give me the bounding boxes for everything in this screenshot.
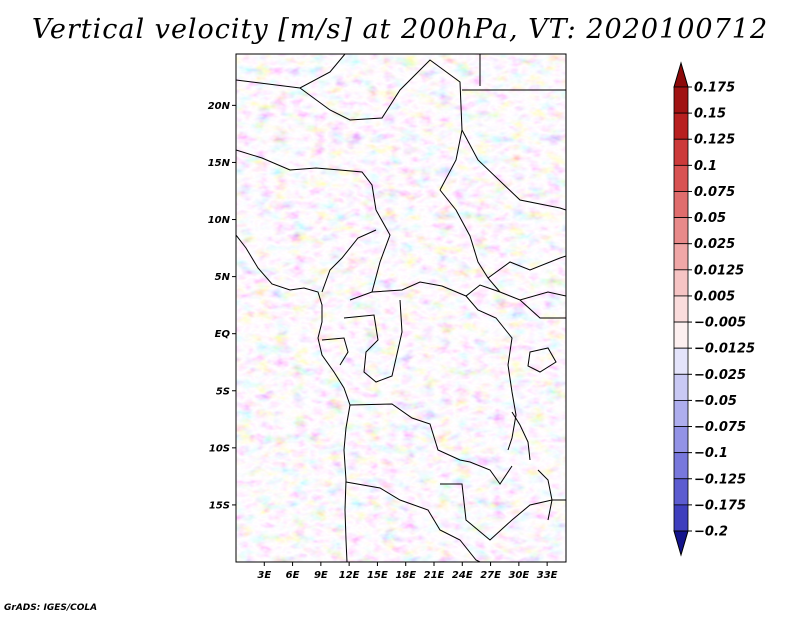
border-east-1: [461, 129, 566, 211]
colorbar-segment: [673, 373, 689, 401]
colorbar-segment: [673, 269, 689, 297]
lon-tick-label: 6E: [286, 570, 300, 581]
colorbar-segment: [673, 164, 689, 192]
colorbar-label: −0.075: [694, 420, 746, 435]
colorbar-segment: [673, 243, 689, 271]
colorbar-segment: [673, 504, 689, 532]
lon-tick-label: 33E: [537, 570, 558, 581]
lon-tick-label: 21E: [424, 570, 445, 581]
colorbar-top-arrow: [673, 61, 689, 88]
colorbar-label: −0.05: [694, 394, 737, 409]
border-car: [371, 281, 566, 301]
colorbar-label: 0.075: [694, 185, 735, 200]
colorbar-label: −0.1: [694, 446, 728, 461]
lat-tick-label: EQ: [215, 329, 231, 340]
lon-tick-label: 27E: [480, 570, 501, 581]
colorbar: 0.175 0.15 0.125 0.1 0.075 0.05 0.025 0.0125 0.0…: [673, 61, 755, 557]
colorbar-label: −0.2: [694, 525, 728, 540]
border-angola: [345, 481, 481, 562]
lat-tick-label: 15N: [208, 158, 231, 169]
colorbar-segment: [673, 321, 689, 349]
colorbar-label: 0.025: [694, 237, 735, 252]
border-nigeria-cameroon: [321, 229, 377, 293]
colorbar-segment: [673, 138, 689, 166]
colorbar-segment: [673, 86, 689, 114]
lon-tick-label: 24E: [452, 570, 473, 581]
border-drc-south: [349, 403, 513, 485]
colorbar-label: 0.005: [694, 289, 735, 304]
colorbar-label: 0.1: [694, 159, 717, 174]
colorbar-label: −0.125: [694, 472, 746, 487]
lon-tick-label: 30E: [508, 570, 529, 581]
border-congo: [343, 299, 403, 383]
colorbar-label: −0.175: [694, 498, 746, 513]
lake-tanganyika: [511, 411, 531, 461]
colorbar-bottom-arrow: [673, 530, 689, 557]
software-credit: GrADS: IGES/COLA: [4, 603, 98, 613]
chart-title: Vertical velocity [m/s] at 200hPa, VT: 2…: [31, 14, 769, 45]
colorbar-label: 0.175: [694, 81, 735, 96]
lat-tick-label: 10N: [208, 215, 231, 226]
border-drc-east: [465, 295, 517, 451]
colorbar-label: 0.05: [694, 211, 726, 226]
lake-malawi: [537, 469, 553, 521]
west-coastline: [236, 234, 351, 562]
lon-tick-label: 12E: [339, 570, 360, 581]
colorbar-segment: [673, 478, 689, 506]
lon-tick-label: 15E: [367, 570, 388, 581]
border-chad: [349, 209, 391, 301]
border-north-2: [299, 59, 463, 191]
colorbar-label: −0.0125: [694, 342, 755, 357]
colorbar-label: −0.025: [694, 368, 746, 383]
colorbar-segment: [673, 400, 689, 427]
border-gabon: [321, 337, 349, 366]
lat-tick-label: 10S: [209, 443, 230, 454]
colorbar-segment: [673, 347, 689, 375]
lat-tick-label: 5N: [215, 272, 231, 283]
border-sudan: [439, 189, 501, 293]
lat-tick-label: 15S: [209, 500, 230, 511]
colorbar-label: −0.005: [694, 316, 746, 331]
colorbar-label: 0.15: [694, 107, 726, 122]
colorbar-label: 0.125: [694, 133, 735, 148]
colorbar-segment: [673, 426, 689, 454]
border-ssudan: [487, 255, 566, 279]
lon-tick-label: 9E: [314, 570, 328, 581]
latitude-axis: 20N 15N 10N 5N EQ 5S 10S 15S: [208, 101, 236, 511]
lat-tick-label: 5S: [216, 386, 230, 397]
colorbar-segment: [673, 112, 689, 140]
colorbar-segment: [673, 295, 689, 323]
border-niger: [236, 149, 377, 211]
lat-tick-label: 20N: [208, 101, 231, 112]
lon-tick-label: 18E: [395, 570, 416, 581]
plot-frame: [235, 53, 567, 563]
lake-victoria: [527, 347, 557, 373]
colorbar-segment: [673, 452, 689, 480]
longitude-axis: 3E 6E 9E 12E 15E 18E 21E 24E 27E 30E 33E: [257, 562, 558, 581]
border-north-1: [236, 54, 346, 89]
colorbar-label: 0.0125: [694, 263, 744, 278]
colorbar-segment: [673, 191, 689, 218]
border-zambia: [440, 483, 566, 541]
country-borders: [236, 54, 566, 562]
colorbar-segment: [673, 217, 689, 245]
border-east-africa: [519, 299, 566, 319]
lon-tick-label: 3E: [257, 570, 271, 581]
